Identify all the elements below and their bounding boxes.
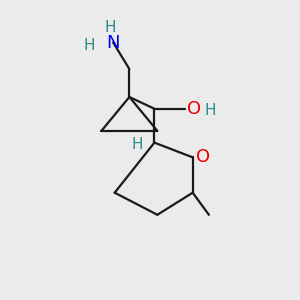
Text: H: H [131,136,142,152]
Text: N: N [106,34,120,52]
Text: O: O [196,148,210,166]
Text: H: H [104,20,116,35]
Text: O: O [187,100,201,118]
Text: H: H [205,103,216,118]
Text: H: H [84,38,95,53]
